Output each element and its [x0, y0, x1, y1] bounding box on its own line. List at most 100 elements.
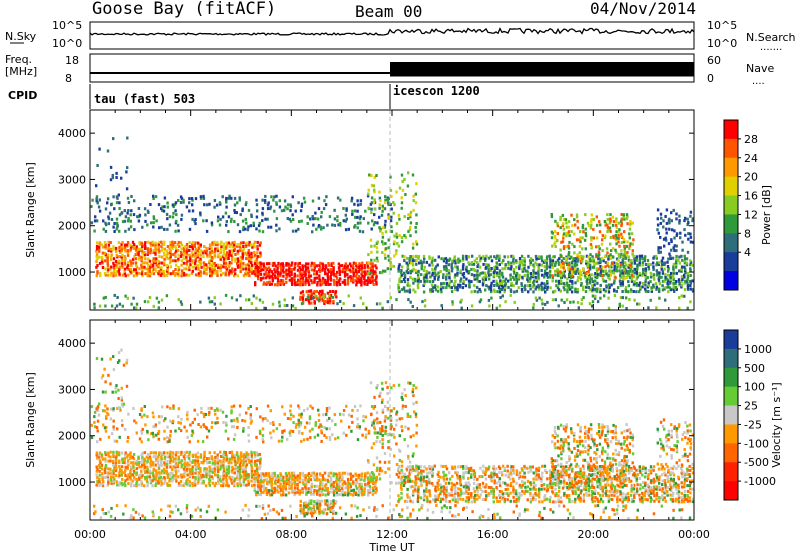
range-gate-cell — [146, 430, 148, 433]
range-gate-cell — [110, 476, 112, 479]
range-gate-cell — [673, 263, 675, 266]
range-gate-cell — [155, 472, 157, 475]
range-gate-cell — [609, 213, 611, 216]
range-gate-cell — [174, 268, 176, 271]
range-gate-cell — [476, 269, 478, 272]
range-gate-cell — [312, 297, 314, 300]
range-gate-cell — [254, 254, 256, 257]
range-gate-cell — [210, 407, 212, 410]
range-gate-cell — [116, 266, 118, 269]
range-gate-cell — [333, 279, 335, 282]
range-gate-cell — [415, 201, 417, 204]
range-gate-cell — [266, 262, 268, 265]
range-gate-cell — [460, 277, 462, 280]
range-gate-cell — [283, 429, 285, 432]
range-gate-cell — [337, 436, 339, 439]
range-gate-cell — [618, 228, 620, 231]
range-gate-cell — [259, 458, 261, 461]
range-gate-cell — [364, 270, 366, 273]
range-gate-cell — [606, 251, 608, 254]
range-gate-cell — [259, 241, 261, 244]
range-gate-cell — [254, 241, 256, 244]
range-gate-cell — [290, 273, 292, 276]
range-gate-cell — [152, 226, 154, 229]
range-gate-cell — [468, 280, 470, 283]
range-gate-cell — [574, 288, 576, 291]
range-gate-cell — [192, 454, 194, 457]
range-gate-cell — [219, 269, 221, 272]
range-gate-cell — [138, 272, 140, 275]
range-gate-cell — [663, 245, 665, 248]
range-gate-cell — [285, 281, 287, 284]
range-gate-cell — [591, 213, 593, 216]
range-gate-cell — [243, 483, 245, 486]
range-gate-cell — [126, 137, 128, 140]
range-gate-cell — [324, 279, 326, 282]
range-gate-cell — [544, 291, 546, 294]
range-gate-cell — [101, 472, 103, 475]
range-gate-cell — [347, 473, 349, 476]
range-gate-cell — [608, 307, 610, 310]
range-gate-cell — [535, 258, 537, 261]
range-gate-cell — [400, 269, 402, 272]
range-gate-cell — [189, 480, 191, 483]
range-gate-cell — [245, 412, 247, 415]
range-gate-cell — [360, 297, 362, 300]
range-gate-cell — [140, 242, 142, 245]
range-gate-cell — [617, 259, 619, 262]
range-gate-cell — [158, 471, 160, 474]
range-gate-cell — [105, 296, 107, 299]
range-gate-cell — [248, 244, 250, 247]
range-gate-cell — [660, 213, 662, 216]
range-gate-cell — [412, 247, 414, 250]
range-gate-cell — [102, 219, 104, 222]
range-gate-cell — [230, 197, 232, 200]
freq-left-tick-top: 18 — [65, 54, 79, 67]
range-gate-cell — [271, 481, 273, 484]
range-gate-cell — [314, 436, 316, 439]
range-gate-cell — [166, 217, 168, 220]
range-gate-cell — [501, 267, 503, 270]
range-gate-cell — [233, 482, 235, 485]
range-gate-cell — [617, 234, 619, 237]
range-gate-cell — [465, 255, 467, 258]
range-gate-cell — [451, 266, 453, 269]
range-gate-cell — [262, 473, 264, 476]
range-gate-cell — [158, 438, 160, 441]
range-gate-cell — [137, 252, 139, 255]
range-gate-cell — [330, 500, 332, 503]
range-gate-cell — [316, 290, 318, 293]
range-gate-cell — [623, 265, 625, 268]
range-gate-cell — [180, 418, 182, 421]
range-gate-cell — [233, 425, 235, 428]
range-gate-cell — [149, 248, 151, 251]
range-gate-cell — [686, 257, 688, 260]
range-gate-cell — [439, 270, 441, 273]
range-gate-cell — [336, 219, 338, 222]
range-gate-cell — [245, 201, 247, 204]
range-gate-cell — [509, 274, 511, 277]
range-gate-cell — [140, 407, 142, 410]
range-gate-cell — [93, 303, 95, 306]
range-gate-cell — [164, 417, 166, 420]
range-gate-cell — [115, 459, 117, 462]
range-gate-cell — [216, 270, 218, 273]
range-gate-cell — [655, 282, 657, 285]
range-gate-cell — [115, 455, 117, 458]
range-gate-cell — [412, 174, 414, 177]
range-gate-cell — [560, 280, 562, 283]
range-gate-cell — [123, 482, 125, 485]
range-gate-cell — [205, 426, 207, 429]
range-gate-cell — [679, 236, 681, 239]
range-gate-cell — [105, 464, 107, 467]
range-gate-cell — [310, 275, 312, 278]
range-gate-cell — [322, 413, 324, 416]
range-gate-cell — [229, 451, 231, 454]
range-gate-cell — [357, 409, 359, 412]
range-gate-cell — [577, 279, 579, 282]
range-gate-cell — [214, 248, 216, 251]
range-gate-cell — [152, 195, 154, 198]
range-gate-cell — [352, 494, 354, 497]
range-gate-cell — [532, 269, 534, 272]
range-gate-cell — [157, 264, 159, 267]
